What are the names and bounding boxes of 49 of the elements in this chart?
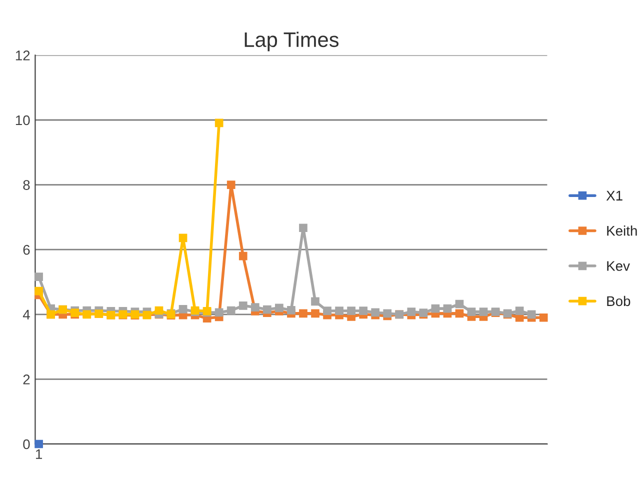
point <box>178 234 188 242</box>
point <box>359 306 368 316</box>
point <box>238 301 248 310</box>
point <box>178 305 188 314</box>
y-tick-label: 8 <box>23 180 30 190</box>
point <box>275 304 284 312</box>
point <box>383 309 392 318</box>
point <box>214 118 224 128</box>
point <box>371 308 380 317</box>
point <box>431 304 440 313</box>
legend-label: Keith <box>607 226 637 236</box>
y-tick-label: 10 <box>16 115 30 126</box>
point <box>299 224 308 232</box>
point <box>443 304 452 313</box>
y-tick-label: 12 <box>16 50 30 60</box>
point <box>467 308 476 316</box>
point <box>311 297 320 306</box>
legend-label: Bob <box>607 296 630 306</box>
point <box>539 313 548 322</box>
point <box>323 306 332 316</box>
point <box>238 252 248 260</box>
chart-title: Lap Times <box>244 32 339 52</box>
point <box>455 300 464 308</box>
point <box>347 306 356 316</box>
point <box>34 272 43 281</box>
legend-label: X1 <box>606 190 622 200</box>
point <box>527 310 536 319</box>
point <box>262 305 272 314</box>
point <box>287 306 296 314</box>
point <box>407 308 416 316</box>
point <box>250 303 260 312</box>
legend-label: Kev <box>607 261 630 271</box>
point <box>311 309 320 318</box>
y-tick-label: 4 <box>22 310 30 320</box>
point <box>226 306 236 315</box>
y-tick-label: 0 <box>23 439 30 450</box>
point <box>226 180 236 189</box>
point <box>515 306 524 316</box>
point <box>335 306 344 316</box>
y-tick-label: 2 <box>23 374 30 384</box>
point <box>455 309 464 318</box>
point <box>299 309 308 318</box>
point <box>214 308 224 317</box>
point <box>154 306 164 315</box>
x-tick-label: 1 <box>36 449 42 459</box>
point <box>479 308 488 316</box>
point <box>34 440 43 448</box>
point <box>34 286 43 296</box>
y-tick-label: 6 <box>23 244 30 255</box>
